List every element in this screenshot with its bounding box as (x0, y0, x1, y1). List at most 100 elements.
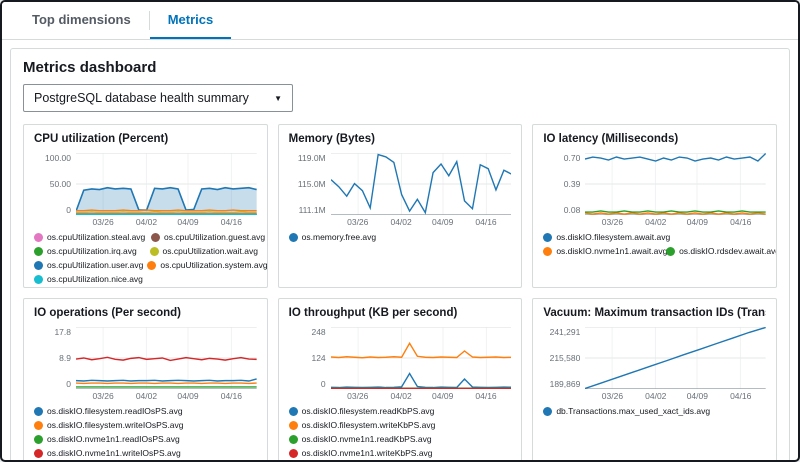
legend-dot (288, 448, 298, 458)
y-tick-label: 115.0M (297, 179, 326, 189)
legend-item[interactable]: os.diskIO.filesystem.writeKbPS.avg (288, 420, 436, 430)
legend-label: os.diskIO.filesystem.writeKbPS.avg (301, 420, 436, 430)
chart-canvas[interactable] (585, 327, 766, 389)
legend-item[interactable]: os.cpuUtilization.system.avg (147, 260, 267, 270)
legend-row: os.diskIO.nvme1n1.readIOsPS.avg (34, 434, 257, 444)
x-axis-labels: 03/26 04/02 04/09 04/16 (585, 215, 766, 228)
chart-card: IO latency (Milliseconds) 0.70 0.39 0.08 03/… (532, 124, 777, 288)
y-tick-label: 0 (66, 205, 71, 215)
chart-area: 17.8 8.9 0 03/26 04/02 04/09 04/16 (34, 327, 257, 402)
legend-row: os.diskIO.filesystem.readIOsPS.avg (34, 406, 257, 416)
y-tick-label: 124 (311, 353, 326, 363)
legend-label: os.diskIO.filesystem.readIOsPS.avg (47, 406, 183, 416)
legend-item[interactable]: os.diskIO.rdsdev.await.avg (666, 246, 776, 256)
legend-label: os.diskIO.nvme1n1.writeIOsPS.avg (47, 448, 181, 458)
legend-item[interactable]: os.diskIO.filesystem.writeIOsPS.avg (34, 420, 184, 430)
legend-dot (288, 434, 298, 444)
legend-item[interactable]: os.cpuUtilization.guest.avg (151, 232, 265, 242)
legend-dot (288, 406, 298, 416)
y-tick-label: 8.9 (59, 353, 71, 363)
dashboard-select-value: PostgreSQL database health summary (34, 91, 249, 105)
legend-item[interactable]: os.diskIO.nvme1n1.readKbPS.avg (288, 434, 432, 444)
legend-row: os.diskIO.nvme1n1.writeIOsPS.avg (34, 448, 257, 458)
dashboard-select[interactable]: PostgreSQL database health summary ▼ (23, 84, 293, 112)
legend-item[interactable]: os.diskIO.filesystem.readKbPS.avg (288, 406, 434, 416)
legend-dot (543, 406, 553, 416)
legend-item[interactable]: os.cpuUtilization.steal.avg (34, 232, 145, 242)
legend-label: os.diskIO.nvme1n1.readKbPS.avg (301, 434, 432, 444)
legend-dot (34, 260, 43, 270)
legend-dot (34, 274, 43, 284)
chart-title: Memory (Bytes) (288, 133, 375, 145)
legend-row: os.memory.free.avg (288, 232, 512, 242)
legend-dot (34, 434, 43, 444)
y-axis-labels: 241,291 215,580 189,869 (543, 327, 585, 389)
tab-metrics[interactable]: Metrics (149, 2, 232, 39)
legend-item[interactable]: os.diskIO.filesystem.await.avg (543, 232, 670, 242)
tab-top-dimensions[interactable]: Top dimensions (14, 2, 149, 39)
legend-item[interactable]: os.cpuUtilization.irq.avg (34, 246, 137, 256)
y-tick-label: 111.1M (298, 205, 326, 215)
y-tick-label: 0.70 (563, 153, 581, 163)
legend-row: os.diskIO.nvme1n1.writeKbPS.avg (288, 448, 512, 458)
x-tick-label: 04/16 (475, 217, 497, 227)
chart-plot[interactable]: 03/26 04/02 04/09 04/16 (585, 153, 766, 228)
legend-row: os.cpuUtilization.steal.avg os.cpuUtiliza… (34, 232, 265, 242)
legend-item[interactable]: os.memory.free.avg (288, 232, 376, 242)
legend-item[interactable]: os.diskIO.nvme1n1.writeKbPS.avg (288, 448, 433, 458)
x-tick-label: 04/09 (432, 391, 454, 401)
legend-item[interactable]: db.Transactions.max_used_xact_ids.avg (543, 406, 710, 416)
legend-label: db.Transactions.max_used_xact_ids.avg (556, 406, 711, 416)
x-tick-label: 03/26 (601, 391, 624, 401)
legend-label: os.diskIO.filesystem.writeIOsPS.avg (47, 420, 184, 430)
legend-dot (34, 420, 43, 430)
legend-item[interactable]: os.diskIO.filesystem.readIOsPS.avg (34, 406, 183, 416)
chart-title: IO latency (Milliseconds) (543, 133, 679, 145)
legend-row: os.diskIO.filesystem.await.avg (543, 232, 766, 242)
x-tick-label: 04/02 (645, 391, 667, 401)
legend-row: os.cpuUtilization.user.avg os.cpuUtilizat… (34, 260, 267, 270)
y-tick-label: 0 (66, 379, 71, 389)
legend-item[interactable]: os.cpuUtilization.wait.avg (149, 246, 258, 256)
chart-plot[interactable]: 03/26 04/02 04/09 04/16 (76, 327, 257, 402)
x-tick-label: 04/02 (135, 391, 158, 401)
chart-plot[interactable]: 03/26 04/02 04/09 04/16 (331, 153, 512, 228)
chart-canvas[interactable] (76, 153, 257, 215)
chart-legend: os.memory.free.avg (288, 232, 512, 242)
x-tick-label: 04/09 (177, 391, 199, 401)
y-tick-label: 0.39 (563, 179, 581, 189)
y-tick-label: 100.00 (45, 153, 71, 163)
chart-canvas[interactable] (331, 153, 512, 215)
chart-plot[interactable]: 03/26 04/02 04/09 04/16 (331, 327, 512, 402)
chart-legend: os.diskIO.filesystem.readKbPS.avg os.disk… (288, 406, 512, 458)
chart-canvas[interactable] (585, 153, 766, 215)
legend-dot (34, 448, 43, 458)
chart-canvas[interactable] (331, 327, 512, 389)
legend-item[interactable]: os.diskIO.nvme1n1.await.avg (543, 246, 667, 256)
y-tick-label: 241,291 (549, 327, 581, 337)
legend-item[interactable]: os.diskIO.nvme1n1.readIOsPS.avg (34, 434, 180, 444)
y-axis-labels: 248 124 0 (289, 327, 331, 389)
chart-canvas[interactable] (76, 327, 257, 389)
x-tick-label: 04/16 (730, 217, 752, 227)
chart-plot[interactable]: 03/26 04/02 04/09 04/16 (76, 153, 257, 228)
legend-row: os.diskIO.filesystem.writeKbPS.avg (288, 420, 512, 430)
x-tick-label: 03/26 (347, 217, 369, 227)
chart-plot[interactable]: 03/26 04/02 04/09 04/16 (585, 327, 766, 402)
y-tick-label: 189,869 (549, 379, 581, 389)
chart-card: IO throughput (KB per second) 248 124 0 03/2… (277, 298, 523, 460)
legend-dot (34, 406, 43, 416)
legend-item[interactable]: os.diskIO.nvme1n1.writeIOsPS.avg (34, 448, 181, 458)
chart-title: IO operations (Per second) (34, 307, 181, 319)
chart-area: 248 124 0 03/26 04/02 04/09 04/16 (289, 327, 512, 402)
legend-label: os.diskIO.filesystem.await.avg (556, 232, 671, 242)
chart-area: 100.00 50.00 0 03/26 04/02 04/09 04/16 (34, 153, 257, 228)
legend-row: os.cpuUtilization.irq.avg os.cpuUtilizati… (34, 246, 258, 256)
legend-item[interactable]: os.cpuUtilization.user.avg (34, 260, 143, 270)
dashboard-panel: Metrics dashboard PostgreSQL database he… (10, 48, 790, 460)
chart-legend: os.cpuUtilization.steal.avg os.cpuUtiliza… (34, 232, 267, 284)
x-tick-label: 04/02 (645, 217, 667, 227)
legend-item[interactable]: os.cpuUtilization.nice.avg (34, 274, 143, 284)
x-tick-label: 04/16 (220, 391, 242, 401)
